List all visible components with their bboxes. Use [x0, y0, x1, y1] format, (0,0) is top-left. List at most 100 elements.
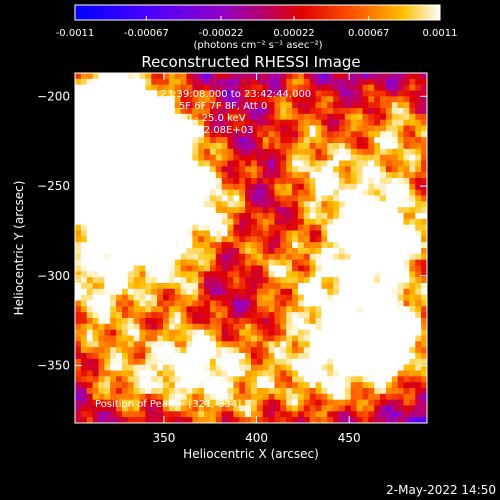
heatmap-cell	[286, 248, 293, 255]
heatmap-cell	[256, 294, 264, 302]
heatmap-cell	[344, 96, 352, 103]
heatmap-cell	[215, 382, 223, 389]
heatmap-cell	[415, 335, 422, 342]
heatmap-cell	[274, 382, 281, 389]
heatmap-cell	[121, 213, 129, 220]
heatmap-cell	[403, 189, 410, 197]
heatmap-cell	[374, 399, 381, 407]
heatmap-cell	[274, 358, 281, 366]
heatmap-cell	[251, 300, 258, 307]
heatmap-cell	[315, 78, 322, 86]
heatmap-cell	[256, 288, 264, 296]
heatmap-cell	[180, 382, 188, 389]
heatmap-cell	[292, 213, 299, 220]
heatmap-cell	[321, 230, 328, 237]
heatmap-cell	[168, 102, 176, 109]
heatmap-cell	[303, 160, 311, 167]
heatmap-cell	[127, 242, 135, 249]
heatmap-cell	[227, 288, 234, 296]
heatmap-cell	[116, 341, 123, 348]
heatmap-cell	[86, 224, 94, 232]
heatmap-cell	[227, 382, 234, 389]
heatmap-cell	[180, 294, 188, 302]
heatmap-cell	[344, 393, 352, 401]
heatmap-cell	[286, 84, 293, 92]
heatmap-cell	[192, 78, 199, 86]
heatmap-cell	[92, 388, 100, 395]
heatmap-cell	[221, 323, 229, 331]
heatmap-cell	[110, 90, 117, 97]
heatmap-cell	[409, 347, 416, 354]
heatmap-cell	[157, 183, 164, 191]
heatmap-cell	[98, 288, 105, 296]
heatmap-cell	[116, 143, 123, 150]
heatmap-cell	[198, 90, 205, 97]
heatmap-cell	[350, 329, 358, 337]
heatmap-cell	[368, 201, 375, 208]
heatmap-cell	[110, 318, 117, 325]
heatmap-cell	[415, 376, 422, 383]
heatmap-cell	[186, 253, 193, 261]
heatmap-cell	[309, 172, 317, 179]
heatmap-cell	[286, 160, 293, 167]
heatmap-cell	[344, 300, 352, 307]
heatmap-cell	[303, 300, 311, 307]
heatmap-cell	[163, 405, 170, 412]
heatmap-cell	[421, 84, 427, 92]
heatmap-cell	[174, 230, 182, 237]
heatmap-cell	[344, 329, 352, 337]
heatmap-cell	[174, 323, 182, 331]
heatmap-cell	[157, 253, 164, 261]
heatmap-cell	[356, 341, 364, 348]
heatmap-cell	[397, 224, 405, 232]
heatmap-cell	[280, 172, 287, 179]
heatmap-cell	[98, 78, 105, 86]
heatmap-cell	[98, 218, 105, 226]
heatmap-cell	[227, 329, 234, 337]
heatmap-cell	[221, 253, 229, 261]
heatmap-cell	[274, 242, 281, 249]
heatmap-cell	[268, 113, 276, 121]
heatmap-cell	[397, 78, 405, 86]
heatmap-cell	[86, 323, 94, 331]
heatmap-cell	[227, 364, 234, 372]
heatmap-cell	[374, 102, 381, 109]
heatmap-cell	[385, 288, 393, 296]
heatmap-cell	[127, 213, 135, 220]
heatmap-cell	[362, 207, 369, 214]
heatmap-cell	[280, 189, 287, 197]
heatmap-cell	[98, 248, 105, 255]
heatmap-cell	[297, 300, 305, 307]
heatmap-cell	[344, 102, 352, 109]
heatmap-cell	[245, 329, 252, 337]
heatmap-cell	[380, 341, 387, 348]
heatmap-cell	[157, 335, 164, 342]
heatmap-cell	[116, 364, 123, 372]
heatmap-cell	[104, 300, 111, 307]
heatmap-cell	[356, 411, 364, 418]
heatmap-cell	[145, 411, 152, 418]
heatmap-cell	[327, 318, 334, 325]
heatmap-cell	[92, 306, 100, 313]
heatmap-cell	[397, 90, 405, 97]
heatmap-cell	[198, 178, 205, 185]
heatmap-cell	[174, 96, 182, 103]
heatmap-cell	[415, 172, 422, 179]
annotation-time: 15-Sep-2005 23:39:08.000 to 23:42:44.000	[93, 89, 311, 100]
heatmap-cell	[80, 113, 88, 121]
heatmap-cell	[397, 312, 405, 319]
heatmap-cell	[391, 306, 399, 313]
heatmap-cell	[380, 382, 387, 389]
heatmap-cell	[139, 318, 146, 325]
heatmap-cell	[192, 183, 199, 191]
heatmap-cell	[321, 73, 328, 80]
heatmap-cell	[292, 189, 299, 197]
heatmap-cell	[92, 242, 100, 249]
heatmap-cell	[403, 113, 410, 121]
heatmap-cell	[116, 358, 123, 366]
heatmap-cell	[133, 78, 141, 86]
heatmap-cell	[168, 183, 176, 191]
heatmap-cell	[385, 78, 393, 86]
heatmap-cell	[192, 283, 199, 290]
heatmap-cell	[209, 382, 217, 389]
